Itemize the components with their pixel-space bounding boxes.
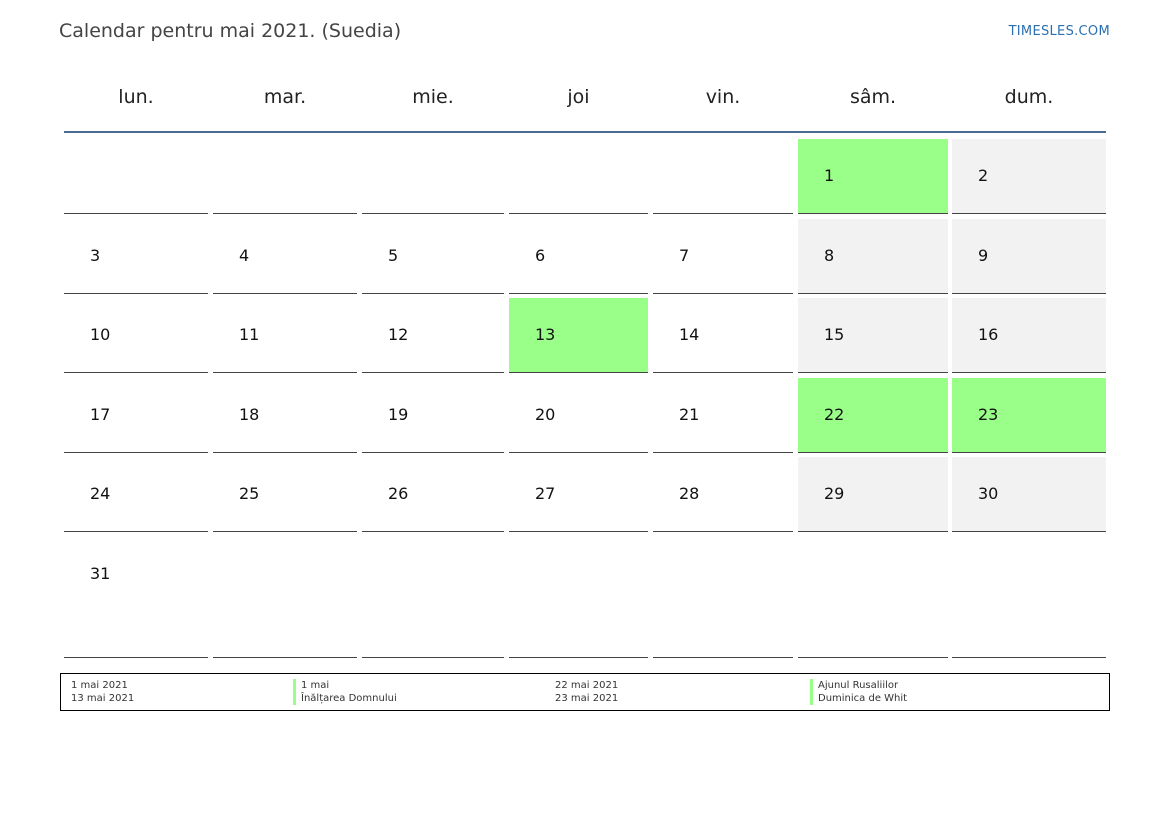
day-number: 3 (90, 246, 101, 265)
day-number: 21 (679, 405, 700, 424)
day-cell[interactable]: 9 (952, 219, 1106, 294)
day-number: 5 (388, 246, 399, 265)
empty-day-cell (509, 139, 648, 214)
legend-date: 22 mai 2021 (555, 680, 619, 691)
holiday-day-cell[interactable]: 1 (798, 139, 948, 214)
day-number: 29 (824, 484, 845, 503)
empty-day-cell (362, 139, 504, 214)
day-number: 24 (90, 484, 111, 503)
brand-link[interactable]: TIMESLES.COM (1008, 24, 1110, 39)
weekday-label: dum. (1004, 86, 1054, 108)
day-cell[interactable]: 30 (952, 457, 1106, 532)
day-number: 2 (978, 166, 989, 185)
day-number: 7 (679, 246, 690, 265)
day-cell[interactable]: 6 (509, 219, 648, 294)
day-cell[interactable]: 2 (952, 139, 1106, 214)
legend-holiday-name: Înălțarea Domnului (293, 692, 397, 705)
holiday-day-cell[interactable]: 13 (509, 298, 648, 373)
day-cell[interactable]: 17 (64, 378, 208, 453)
day-number: 14 (679, 325, 700, 344)
day-cell[interactable]: 16 (952, 298, 1106, 373)
legend-holiday-name: 1 mai (293, 679, 397, 692)
day-number: 26 (388, 484, 409, 503)
day-number: 30 (978, 484, 999, 503)
legend-holiday-name: Duminica de Whit (810, 692, 907, 705)
day-cell[interactable]: 24 (64, 457, 208, 532)
day-cell[interactable]: 12 (362, 298, 504, 373)
legend-date: 1 mai 2021 (71, 680, 128, 691)
empty-day-cell (64, 139, 208, 214)
day-cell[interactable]: 7 (653, 219, 793, 294)
day-cell[interactable]: 27 (509, 457, 648, 532)
day-number: 1 (824, 166, 835, 185)
weekday-label: lun. (118, 86, 154, 108)
day-number: 10 (90, 325, 111, 344)
day-cell[interactable]: 5 (362, 219, 504, 294)
day-cell[interactable]: 21 (653, 378, 793, 453)
page-title: Calendar pentru mai 2021. (Suedia) (59, 20, 402, 42)
day-cell[interactable]: 26 (362, 457, 504, 532)
day-number: 20 (535, 405, 556, 424)
header-divider (64, 131, 1106, 133)
empty-day-cell (952, 537, 1106, 658)
empty-day-cell (509, 537, 648, 658)
holiday-day-cell[interactable]: 23 (952, 378, 1106, 453)
day-cell[interactable]: 25 (213, 457, 357, 532)
legend-date: 23 mai 2021 (555, 693, 619, 704)
weekday-label: joi (567, 86, 590, 108)
day-number: 17 (90, 405, 111, 424)
day-cell[interactable]: 18 (213, 378, 357, 453)
weekday-label: sâm. (849, 86, 897, 108)
day-cell[interactable]: 11 (213, 298, 357, 373)
day-number: 13 (535, 325, 556, 344)
day-number: 28 (679, 484, 700, 503)
empty-day-cell (653, 139, 793, 214)
day-number: 23 (978, 405, 999, 424)
weekday-label: mie. (412, 86, 454, 108)
empty-day-cell (653, 537, 793, 658)
empty-day-cell (798, 537, 948, 658)
day-number: 8 (824, 246, 835, 265)
day-number: 6 (535, 246, 546, 265)
day-number: 22 (824, 405, 845, 424)
day-number: 9 (978, 246, 989, 265)
legend-dates-left: 1 mai 2021 13 mai 2021 (71, 679, 134, 705)
legend-date: 13 mai 2021 (71, 693, 135, 704)
day-number: 12 (388, 325, 409, 344)
day-number: 11 (239, 325, 260, 344)
day-cell[interactable]: 8 (798, 219, 948, 294)
day-cell[interactable]: 28 (653, 457, 793, 532)
day-number: 27 (535, 484, 556, 503)
day-cell[interactable]: 20 (509, 378, 648, 453)
day-number: 18 (239, 405, 260, 424)
day-cell[interactable]: 31 (64, 537, 208, 658)
day-cell[interactable]: 3 (64, 219, 208, 294)
day-cell[interactable]: 15 (798, 298, 948, 373)
day-cell[interactable]: 4 (213, 219, 357, 294)
day-cell[interactable]: 10 (64, 298, 208, 373)
holiday-legend: 1 mai 2021 13 mai 2021 1 mai Înălțarea D… (60, 673, 1110, 711)
day-number: 19 (388, 405, 409, 424)
day-cell[interactable]: 19 (362, 378, 504, 453)
day-cell[interactable]: 14 (653, 298, 793, 373)
holiday-day-cell[interactable]: 22 (798, 378, 948, 453)
day-number: 31 (90, 564, 111, 583)
weekday-label: mar. (263, 86, 307, 108)
day-number: 16 (978, 325, 999, 344)
day-number: 25 (239, 484, 260, 503)
day-cell[interactable]: 29 (798, 457, 948, 532)
weekday-label: vin. (705, 86, 741, 108)
legend-dates-right: 22 mai 2021 23 mai 2021 (555, 679, 618, 705)
legend-holiday-name: Ajunul Rusaliilor (810, 679, 907, 692)
empty-day-cell (213, 537, 357, 658)
empty-day-cell (362, 537, 504, 658)
day-number: 15 (824, 325, 845, 344)
empty-day-cell (213, 139, 357, 214)
legend-names-right: Ajunul Rusaliilor Duminica de Whit (810, 679, 907, 705)
day-number: 4 (239, 246, 250, 265)
legend-names-left: 1 mai Înălțarea Domnului (293, 679, 397, 705)
